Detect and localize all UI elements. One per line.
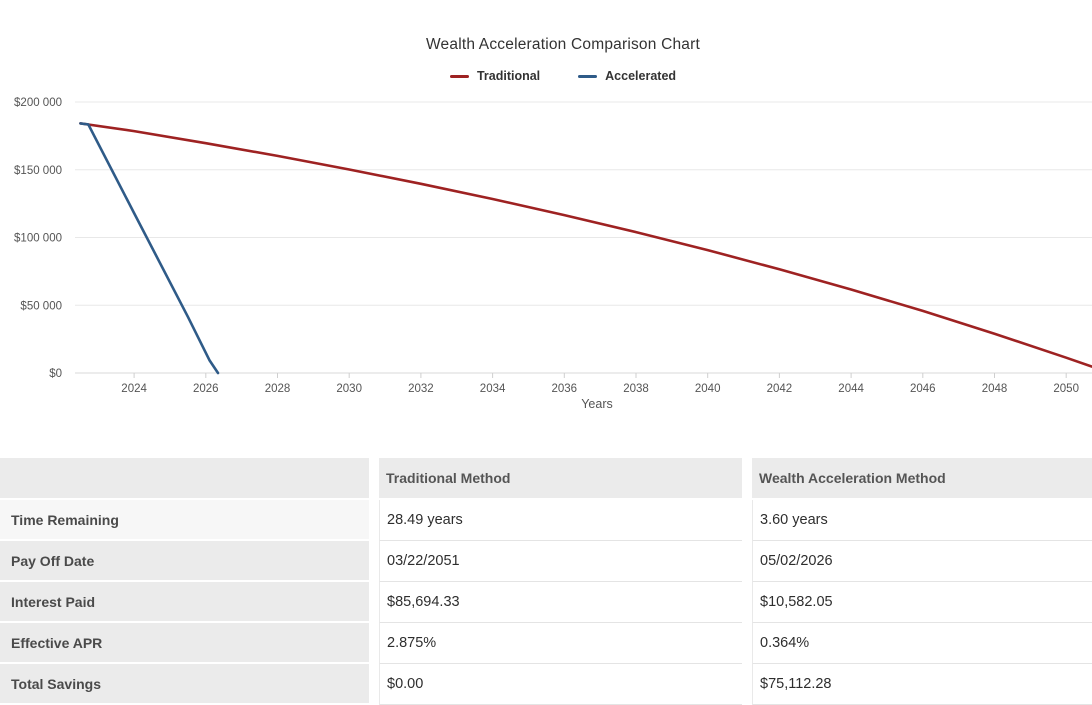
row-label-interest-paid: Interest Paid bbox=[0, 582, 369, 623]
row-label-time-remaining: Time Remaining bbox=[0, 500, 369, 541]
svg-text:Years: Years bbox=[581, 397, 613, 411]
legend-item-traditional[interactable]: Traditional bbox=[449, 69, 541, 83]
traditional-pay-off-date: 03/22/2051 bbox=[379, 541, 742, 582]
traditional-effective-apr: 2.875% bbox=[379, 623, 742, 664]
chart-legend: Traditional Accelerated bbox=[34, 69, 1092, 83]
svg-text:$50 000: $50 000 bbox=[20, 300, 62, 312]
comparison-table: Traditional Method Wealth Acceleration M… bbox=[0, 458, 1092, 705]
legend-label-accelerated: Accelerated bbox=[605, 69, 677, 83]
accelerated-effective-apr: 0.364% bbox=[752, 623, 1092, 664]
traditional-interest-paid: $85,694.33 bbox=[379, 582, 742, 623]
svg-text:2038: 2038 bbox=[623, 383, 649, 395]
svg-text:2040: 2040 bbox=[695, 383, 721, 395]
wealth-comparison-line-chart: $200 000 $150 000 $100 000 $50 000 $0 2024 202… bbox=[14, 97, 1092, 411]
legend-item-accelerated[interactable]: Accelerated bbox=[578, 69, 676, 83]
table-header-blank bbox=[0, 458, 369, 500]
svg-text:2048: 2048 bbox=[982, 383, 1008, 395]
svg-text:$200 000: $200 000 bbox=[14, 97, 62, 109]
accelerated-pay-off-date: 05/02/2026 bbox=[752, 541, 1092, 582]
svg-text:2044: 2044 bbox=[838, 383, 864, 395]
accelerated-total-savings: $75,112.28 bbox=[752, 664, 1092, 705]
svg-text:$150 000: $150 000 bbox=[14, 165, 62, 177]
row-label-total-savings: Total Savings bbox=[0, 664, 369, 705]
traditional-total-savings: $0.00 bbox=[379, 664, 742, 705]
accelerated-time-remaining: 3.60 years bbox=[752, 500, 1092, 541]
svg-text:$100 000: $100 000 bbox=[14, 233, 62, 245]
svg-text:$0: $0 bbox=[49, 368, 62, 380]
row-label-pay-off-date: Pay Off Date bbox=[0, 541, 369, 582]
table-header-traditional: Traditional Method bbox=[379, 458, 742, 500]
svg-text:2026: 2026 bbox=[193, 383, 219, 395]
svg-text:2046: 2046 bbox=[910, 383, 936, 395]
accelerated-line-swatch bbox=[578, 74, 598, 78]
traditional-line-swatch bbox=[449, 74, 469, 78]
svg-text:2030: 2030 bbox=[336, 383, 362, 395]
svg-text:2042: 2042 bbox=[767, 383, 793, 395]
row-label-effective-apr: Effective APR bbox=[0, 623, 369, 664]
traditional-time-remaining: 28.49 years bbox=[379, 500, 742, 541]
table-header-accelerated: Wealth Acceleration Method bbox=[752, 458, 1092, 500]
svg-text:2032: 2032 bbox=[408, 383, 434, 395]
svg-text:2050: 2050 bbox=[1053, 383, 1079, 395]
chart-title: Wealth Acceleration Comparison Chart bbox=[426, 36, 700, 53]
svg-text:2034: 2034 bbox=[480, 383, 506, 395]
svg-text:2028: 2028 bbox=[265, 383, 291, 395]
accelerated-interest-paid: $10,582.05 bbox=[752, 582, 1092, 623]
legend-label-traditional: Traditional bbox=[476, 69, 541, 83]
svg-text:2024: 2024 bbox=[121, 383, 147, 395]
svg-text:2036: 2036 bbox=[552, 383, 578, 395]
